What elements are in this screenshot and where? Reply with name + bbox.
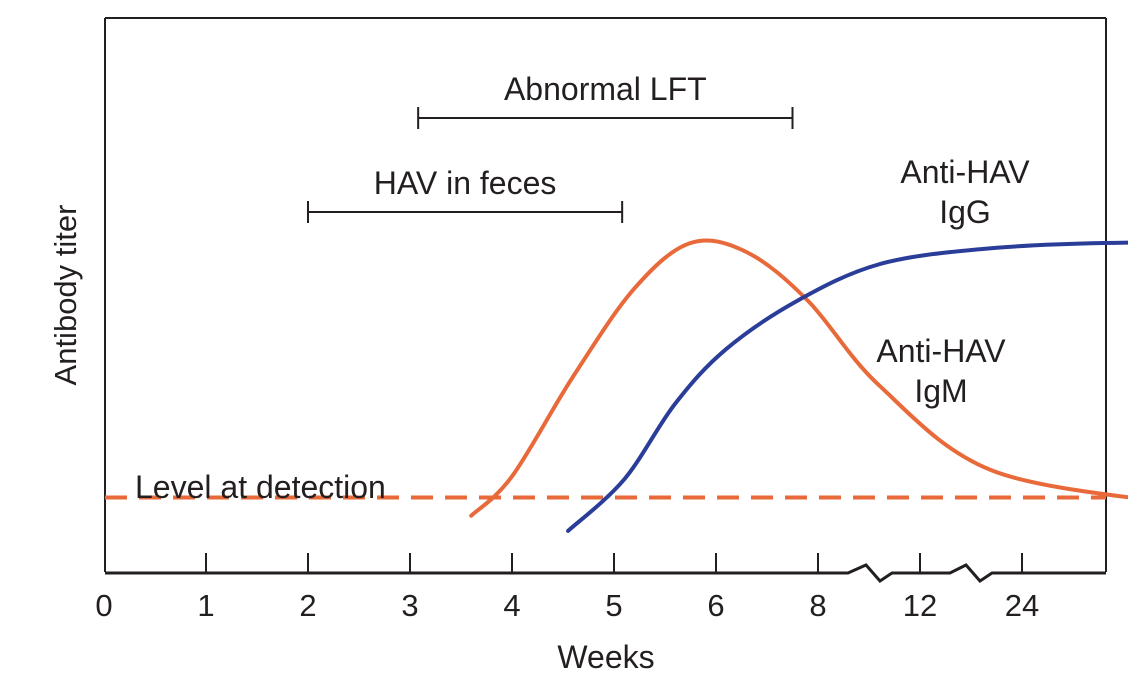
- x-tick-label-2: 2: [299, 588, 316, 623]
- interval-brackets: Abnormal LFT HAV in feces: [307, 71, 794, 223]
- igg-label-line-2: IgG: [939, 194, 991, 230]
- x-axis-label: Weeks: [557, 639, 654, 675]
- x-tick-label-6: 6: [707, 588, 724, 623]
- x-axis-ticks: [205, 553, 1023, 573]
- anti-hav-igm-curve: [469, 238, 1128, 518]
- x-tick-label-12: 12: [903, 588, 937, 623]
- hav-in-feces-label: HAV in feces: [374, 165, 557, 201]
- abnormal-lft-bracket: [417, 107, 794, 129]
- hav-in-feces-bracket: [307, 201, 624, 223]
- igm-label-line-1: Anti-HAV: [876, 333, 1006, 369]
- x-tick-label-5: 5: [605, 588, 622, 623]
- x-tick-label-1: 1: [197, 588, 214, 623]
- x-axis-tick-labels: 0 1 2 3 4 5 6 8 12 24: [95, 588, 1039, 623]
- abnormal-lft-label: Abnormal LFT: [504, 71, 707, 107]
- x-tick-label-3: 3: [401, 588, 418, 623]
- igg-label-line-1: Anti-HAV: [900, 154, 1030, 190]
- x-tick-label-4: 4: [503, 588, 520, 623]
- x-axis-line: [105, 563, 1106, 583]
- igm-label-line-2: IgM: [914, 373, 967, 409]
- threshold-label: Level at detection: [135, 469, 386, 505]
- x-tick-label-8: 8: [809, 588, 826, 623]
- x-tick-label-0: 0: [95, 588, 112, 623]
- anti-hav-igg-curve: [566, 240, 1128, 533]
- x-tick-label-24: 24: [1005, 588, 1039, 623]
- y-axis-label: Antibody titer: [48, 205, 83, 386]
